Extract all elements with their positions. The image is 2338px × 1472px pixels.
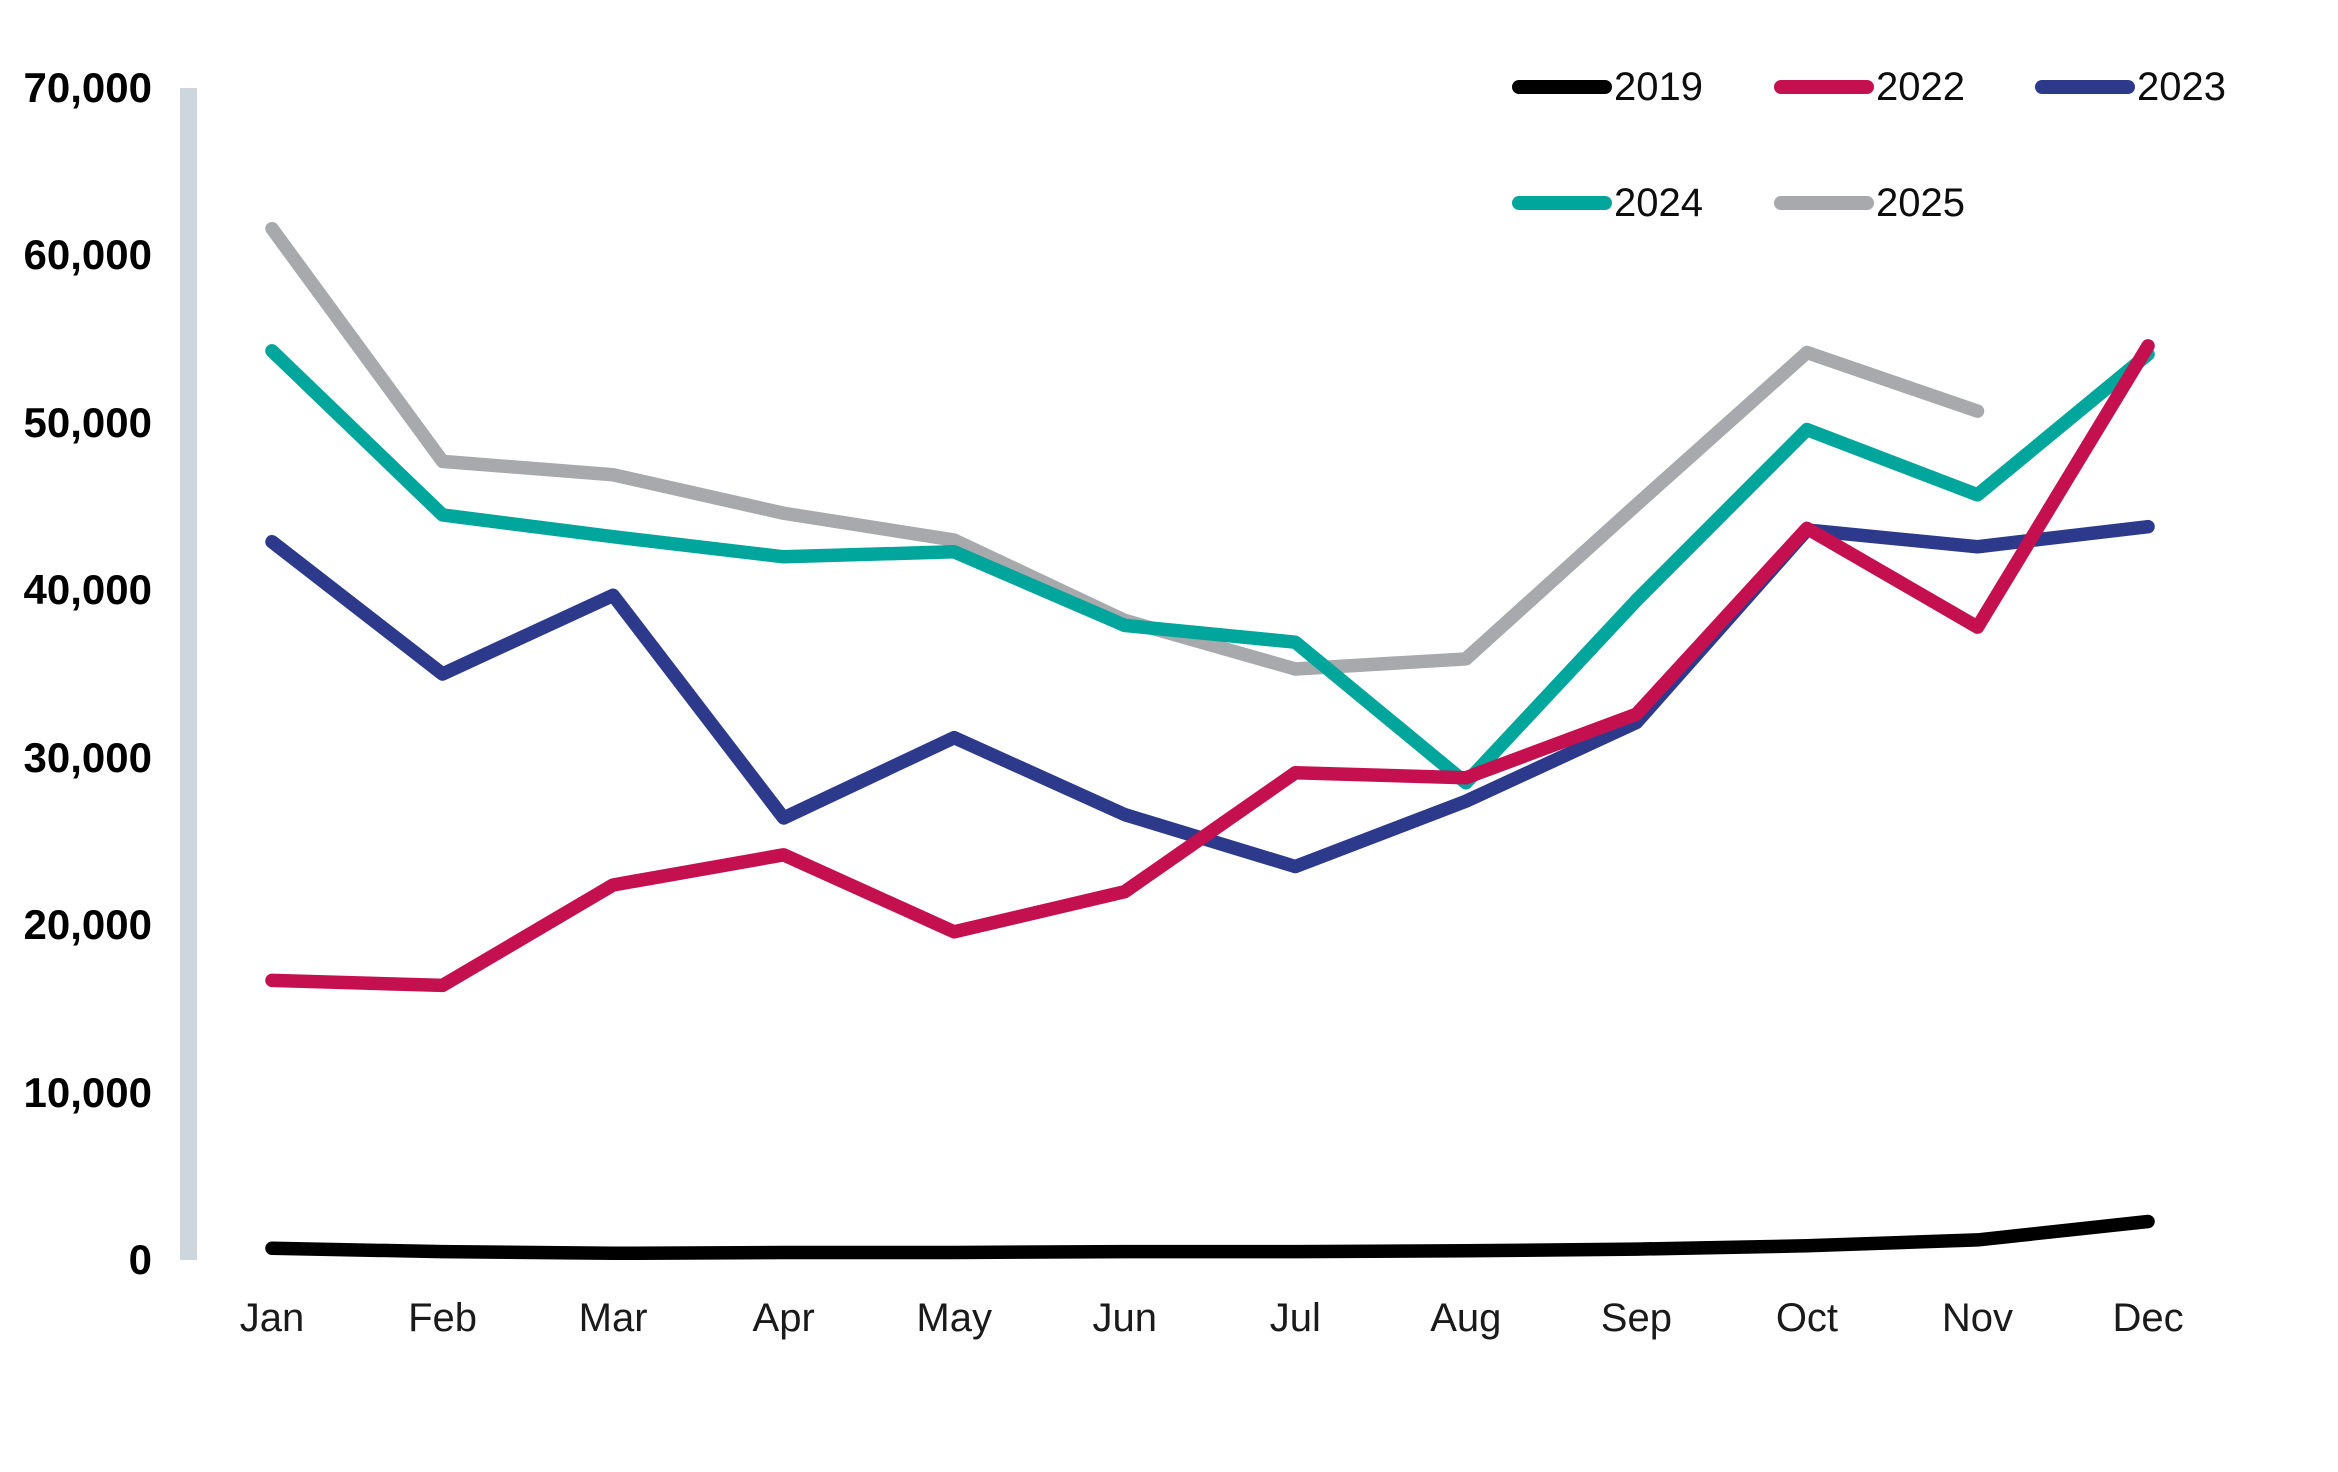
- x-tick-label: Feb: [408, 1296, 478, 1340]
- y-tick-label: 40,000: [23, 566, 152, 614]
- legend-item-2019: 2019: [1512, 65, 1774, 109]
- legend-label: 2023: [2137, 65, 2226, 109]
- line-2022: [265, 339, 2155, 993]
- chart-legend: 2019 2022 2023 2024 2025: [1512, 65, 2255, 225]
- line-2023: [265, 519, 2155, 874]
- line-2025: [265, 221, 1985, 676]
- legend-label: 2024: [1614, 181, 1703, 225]
- x-tick-label: Jun: [1092, 1296, 1158, 1340]
- x-tick-label: Apr: [752, 1296, 815, 1340]
- x-tick-label: Sep: [1600, 1296, 1672, 1340]
- legend-swatch-2022: [1774, 80, 1874, 94]
- x-tick-label: Oct: [1775, 1296, 1839, 1340]
- x-tick-label: May: [916, 1296, 992, 1340]
- y-tick-label: 10,000: [23, 1068, 152, 1116]
- x-tick-label: Dec: [2112, 1296, 2184, 1340]
- legend-label: 2019: [1614, 65, 1703, 109]
- x-tick-label: Nov: [1941, 1296, 2014, 1340]
- legend-item-2025: 2025: [1774, 181, 2035, 225]
- legend-item-2022: 2022: [1774, 65, 2035, 109]
- y-tick-label: 70,000: [23, 64, 152, 111]
- x-tick-label: Jan: [239, 1296, 305, 1340]
- y-tick-label: 50,000: [23, 398, 152, 446]
- legend-label: 2022: [1876, 65, 1965, 109]
- line-2019: [265, 1214, 2155, 1261]
- legend-swatch-2019: [1512, 80, 1612, 94]
- y-tick-label: 60,000: [23, 231, 152, 279]
- x-tick-label: Jul: [1269, 1296, 1321, 1340]
- legend-swatch-2025: [1774, 196, 1874, 210]
- y-axis-bar: [180, 88, 197, 1260]
- legend-label: 2025: [1876, 181, 1965, 225]
- legend-item-2023: 2023: [2035, 65, 2255, 109]
- legend-swatch-2024: [1512, 196, 1612, 210]
- y-tick-label: 30,000: [23, 733, 152, 781]
- line-2024: [265, 344, 2155, 790]
- y-tick-label: 20,000: [23, 901, 152, 949]
- x-tick-label: Aug: [1430, 1296, 1502, 1340]
- legend-swatch-2023: [2035, 80, 2135, 94]
- y-tick-label: 0: [128, 1236, 152, 1283]
- x-tick-label: Mar: [578, 1296, 648, 1340]
- legend-item-2024: 2024: [1512, 181, 1774, 225]
